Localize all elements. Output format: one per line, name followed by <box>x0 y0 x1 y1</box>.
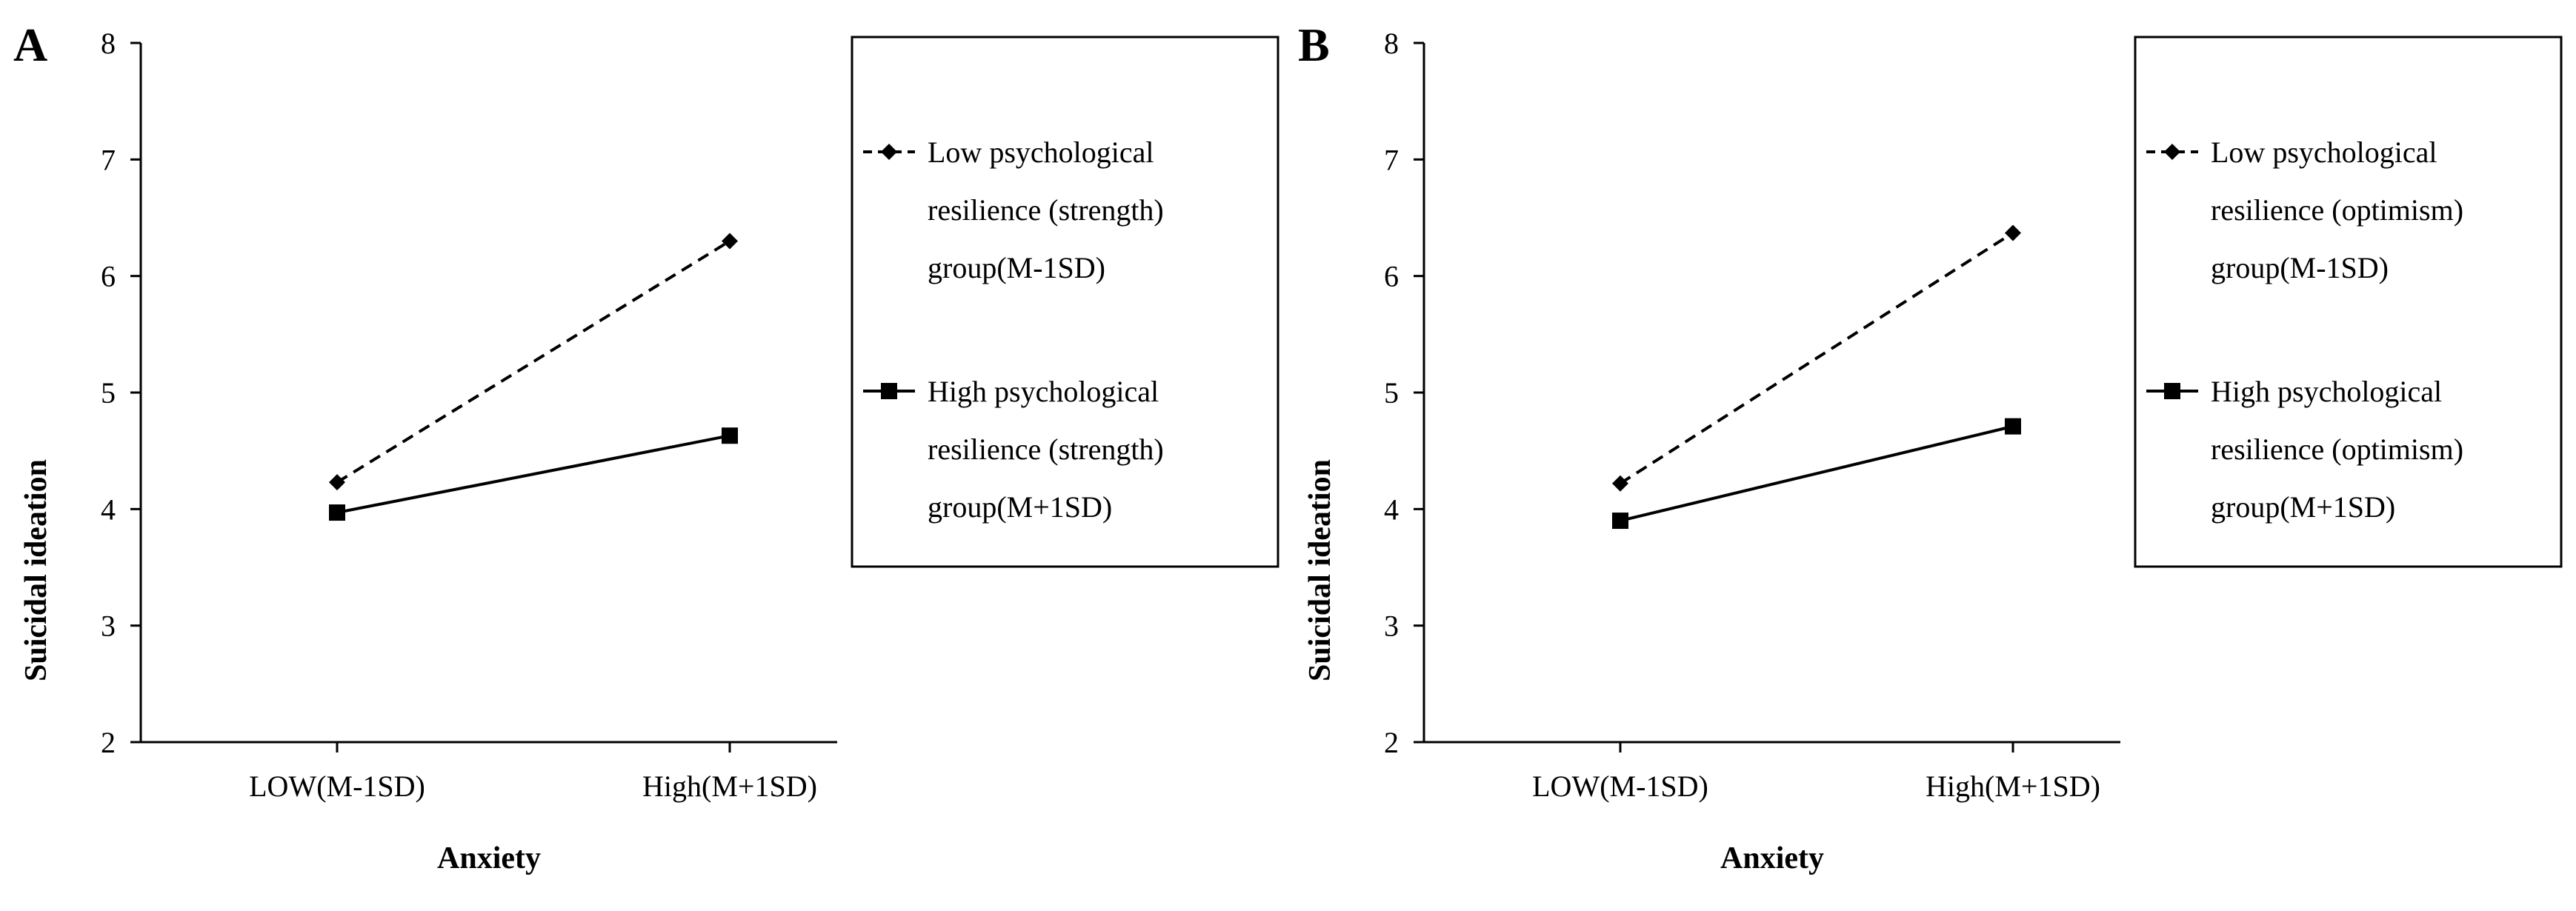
data-point-square <box>1612 513 1628 530</box>
y-tick-label: 4 <box>101 493 116 526</box>
y-tick-label: 7 <box>1384 143 1399 176</box>
series-line-high <box>336 434 730 515</box>
legend-label-line: group(M+1SD) <box>2211 490 2395 524</box>
legend-key-square <box>881 383 897 399</box>
data-point-diamond <box>329 474 345 491</box>
data-point-diamond <box>2005 224 2021 241</box>
y-tick-label: 3 <box>101 610 116 643</box>
y-tick-label: 2 <box>101 726 116 759</box>
legend: Low psychological resilience (optimism) gr… <box>2134 36 2563 568</box>
x-tick-label: High(M+1SD) <box>642 770 817 803</box>
x-axis-title: Anxiety <box>437 841 541 875</box>
series-line-high <box>1620 424 2014 523</box>
y-axis-title: Suicidal ideation <box>1303 459 1337 681</box>
legend-label-line: High psychological <box>928 375 1159 408</box>
x-tick-label: LOW(M-1SD) <box>249 770 425 803</box>
y-tick-label: 5 <box>101 376 116 410</box>
legend-label-line: resilience (optimism) <box>2211 433 2463 466</box>
panel-letter: A <box>13 19 47 71</box>
y-tick-label: 5 <box>1384 376 1399 410</box>
y-tick-label: 3 <box>1384 610 1399 643</box>
legend-label-line: group(M-1SD) <box>2211 251 2389 284</box>
data-point-diamond <box>722 233 738 250</box>
y-axis-title: Suicidal ideation <box>19 459 53 681</box>
x-tick-label: LOW(M-1SD) <box>1532 770 1708 803</box>
y-tick-label: 6 <box>101 260 116 293</box>
legend: Low psychological resilience (strength) gr… <box>851 36 1279 568</box>
legend-key-diamond <box>881 144 897 160</box>
data-point-diamond <box>1612 475 1628 492</box>
panel-letter: B <box>1298 19 1330 71</box>
y-tick-label: 4 <box>1384 493 1399 526</box>
y-tick-label: 7 <box>101 143 116 176</box>
legend-box <box>851 36 1279 568</box>
data-point-square <box>722 427 738 444</box>
legend-label-line: resilience (optimism) <box>2211 193 2463 227</box>
legend-label-line: resilience (strength) <box>928 193 1164 227</box>
legend-label-line: resilience (strength) <box>928 433 1164 466</box>
legend-key-diamond <box>2164 144 2180 160</box>
chart-panel-b: B 2 3 4 5 6 7 8 LOW(M-1SD) High(M+1SD) Anxiety Suic… <box>1298 19 2563 875</box>
legend-label-line: group(M-1SD) <box>928 251 1105 284</box>
y-tick-label: 8 <box>101 27 116 60</box>
series-line-low <box>1619 231 2014 485</box>
legend-key-square <box>2164 383 2180 399</box>
y-tick-label: 6 <box>1384 260 1399 293</box>
legend-label-line: group(M+1SD) <box>928 490 1112 524</box>
x-tick-label: High(M+1SD) <box>1926 770 2100 803</box>
y-tick-label: 2 <box>1384 726 1399 759</box>
chart-panel-a: A 2 3 4 5 6 7 8 LOW(M-1SD) High(M+1SD) Anxiety Suic… <box>13 19 1279 875</box>
data-point-square <box>2005 418 2021 435</box>
legend-box <box>2134 36 2563 568</box>
legend-label-line: Low psychological <box>928 136 1154 169</box>
y-tick-label: 8 <box>1384 27 1399 60</box>
legend-label-line: High psychological <box>2211 375 2442 408</box>
data-point-square <box>329 504 345 521</box>
legend-label-line: Low psychological <box>2211 136 2437 169</box>
x-axis-title: Anxiety <box>1720 841 1824 875</box>
